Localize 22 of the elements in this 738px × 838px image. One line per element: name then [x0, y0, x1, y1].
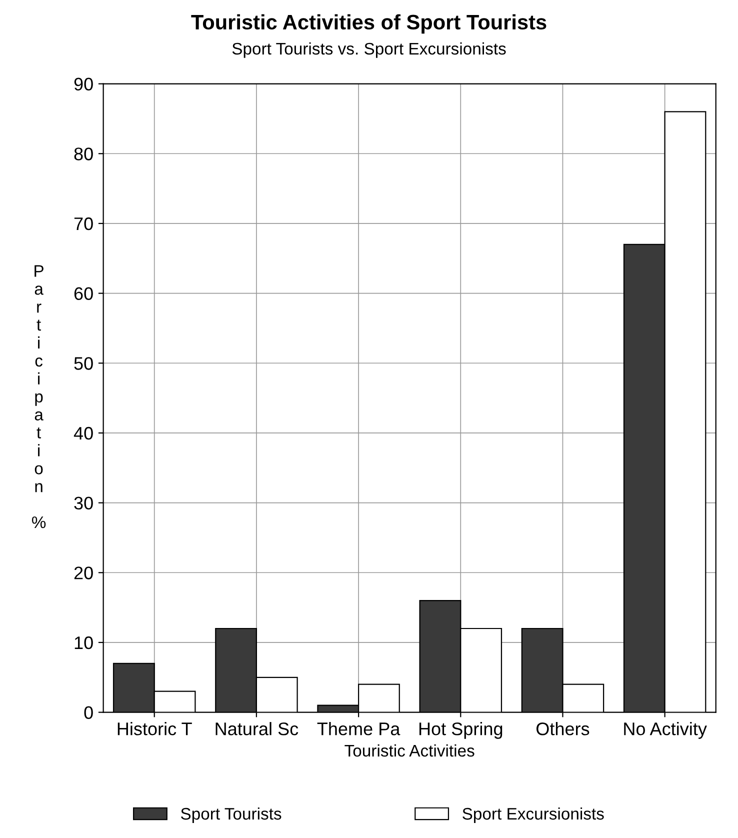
y-tick-label: 70: [74, 217, 93, 230]
chart-subtitle: Sport Tourists vs. Sport Excursionists: [232, 42, 506, 58]
y-tick-label: 20: [74, 566, 93, 580]
y-tick-label: 0: [84, 706, 93, 720]
y-tick-label: 40: [74, 426, 93, 440]
x-tick-label: Hot Spring: [419, 722, 502, 739]
x-tick-label: Historic T: [118, 722, 192, 736]
chart-title: Touristic Activities of Sport Tourists: [191, 14, 546, 34]
x-tick-label: Others: [536, 722, 590, 736]
x-tick-label: Natural Sc: [216, 722, 298, 736]
y-tick-label: 10: [74, 636, 93, 650]
x-tick-label: No Activity: [624, 722, 707, 739]
text: Participation %: [32, 265, 46, 528]
x-axis-title: Touristic Activities: [344, 744, 474, 757]
y-tick-label: 90: [74, 78, 93, 91]
legend-label: Sport Excursionists: [462, 807, 604, 823]
legend-label: Sport Tourists: [180, 807, 282, 823]
x-tick-label: Theme Pa: [317, 722, 400, 736]
y-tick-label: 30: [74, 496, 93, 510]
y-tick-label: 50: [74, 357, 93, 370]
y-tick-label: 80: [74, 148, 93, 160]
y-tick-label: 60: [74, 287, 93, 300]
